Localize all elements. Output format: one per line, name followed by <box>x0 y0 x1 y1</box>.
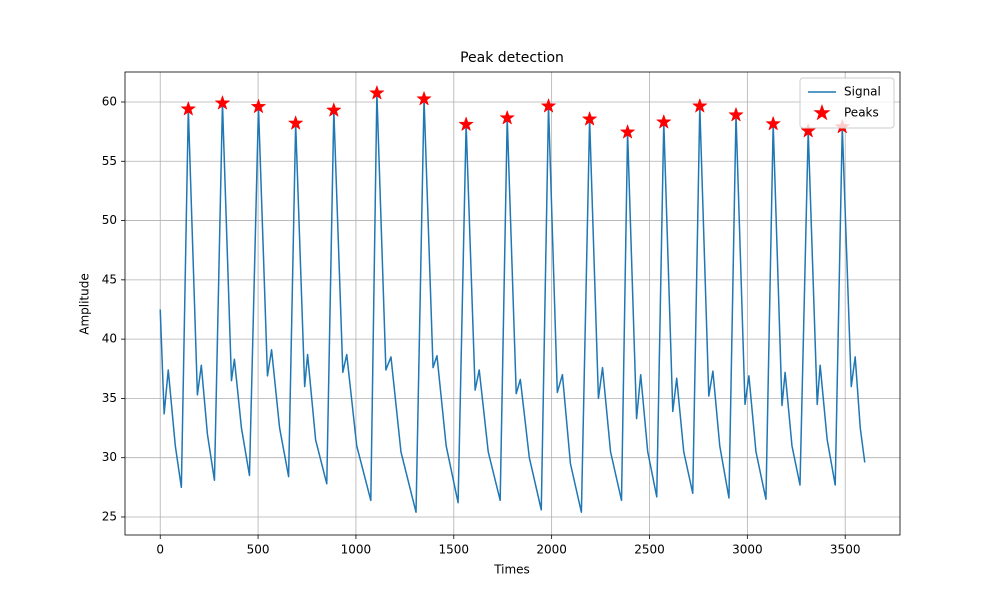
peak-marker <box>369 84 385 100</box>
y-tick-label: 35 <box>102 391 117 405</box>
y-tick-label: 40 <box>102 332 117 346</box>
peak-marker <box>800 122 817 138</box>
peak-marker <box>655 113 672 129</box>
x-tick-label: 500 <box>247 543 270 557</box>
peak-marker <box>728 106 744 122</box>
x-tick-label: 3000 <box>732 543 763 557</box>
x-axis-label: Times <box>493 563 530 577</box>
x-tick-label: 0 <box>156 543 164 557</box>
chart-title: Peak detection <box>460 50 564 66</box>
y-tick-label: 60 <box>102 94 117 108</box>
peak-marker <box>765 115 782 131</box>
x-tick-label: 1500 <box>439 543 470 557</box>
y-tick-label: 55 <box>102 154 117 168</box>
y-axis-label: Amplitude <box>78 273 92 335</box>
peak-marker <box>325 102 342 117</box>
x-tick-label: 2000 <box>536 543 567 557</box>
x-tick-label: 2500 <box>634 543 665 557</box>
peak-marker <box>287 115 304 131</box>
peak-marker <box>250 98 267 114</box>
legend: Signal Peaks <box>799 77 895 129</box>
peak-marker <box>458 116 474 132</box>
y-tick-label: 45 <box>102 272 117 286</box>
x-tick-label: 1000 <box>341 543 372 557</box>
x-tick-label: 3500 <box>830 543 861 557</box>
peak-marker <box>416 90 432 106</box>
legend-label: Signal <box>844 85 881 99</box>
plot-frame <box>124 71 901 536</box>
peak-marker <box>499 109 516 125</box>
y-tick-label: 50 <box>102 213 117 227</box>
legend-marker <box>813 103 831 121</box>
peak-marker <box>180 100 197 116</box>
peak-marker <box>581 110 598 126</box>
peak-marker <box>619 123 636 139</box>
y-tick-label: 30 <box>102 450 117 464</box>
legend-label: Peaks <box>844 106 879 120</box>
peak-marker <box>540 97 557 113</box>
peak-marker <box>691 97 708 113</box>
peak-marker <box>214 94 231 110</box>
signal-line <box>159 92 866 513</box>
y-tick-label: 25 <box>102 509 117 523</box>
